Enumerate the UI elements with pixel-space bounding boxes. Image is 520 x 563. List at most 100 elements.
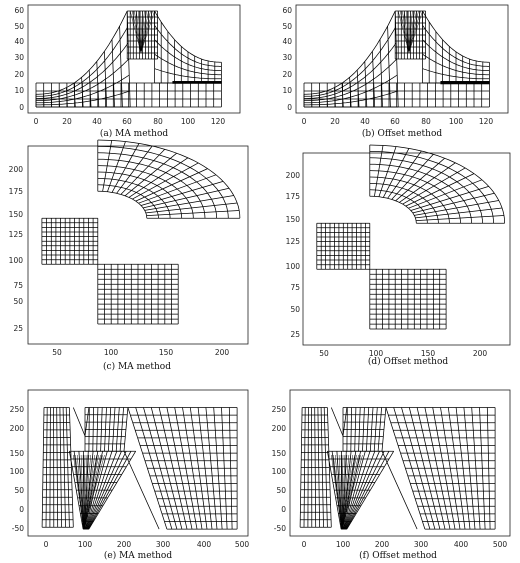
- mesh-line: [143, 187, 230, 209]
- mesh-line: [119, 26, 123, 108]
- panel-b-y-ticks: 0 10 20 30 40 50 60: [282, 6, 292, 112]
- panel-d-x-tick: 150: [421, 349, 436, 358]
- mesh-line: [83, 454, 86, 530]
- panel-d-y-tick: 75: [290, 283, 300, 292]
- mesh-line: [86, 451, 113, 530]
- mesh-line: [345, 451, 380, 530]
- mesh-line: [379, 39, 383, 108]
- mesh-line: [111, 39, 115, 108]
- panel-f-x-tick: 200: [375, 540, 390, 549]
- panel-f-y-ticks: -50 0 50 100 150 200 250: [272, 405, 287, 533]
- mesh-line: [135, 407, 173, 530]
- panel-b-x-tick: 40: [360, 117, 370, 126]
- mesh-line: [86, 451, 108, 530]
- mesh-line: [341, 454, 355, 530]
- panel-e-y-tick: 50: [14, 486, 24, 495]
- mesh-line: [143, 407, 178, 530]
- mesh-line: [416, 215, 505, 221]
- mesh-line: [344, 451, 376, 530]
- mesh-line: [123, 407, 129, 452]
- mesh-line: [408, 407, 441, 530]
- panel-b-y-tick: 0: [287, 103, 292, 112]
- mesh-line: [323, 407, 328, 528]
- panel-e-y-tick: 100: [10, 467, 25, 476]
- panel-c-x-tick: 100: [104, 348, 119, 357]
- panel-b-frame: [295, 4, 509, 114]
- mesh-line: [381, 407, 387, 452]
- mesh-line: [341, 454, 344, 530]
- mesh-line: [338, 454, 343, 530]
- panel-e-x-tick: 200: [117, 540, 132, 549]
- panel-a-y-tick: 10: [14, 86, 24, 95]
- mesh-line: [299, 407, 303, 528]
- mesh-line: [82, 454, 85, 530]
- mesh-line: [128, 157, 189, 198]
- panel-c-y-tick: 150: [9, 210, 24, 219]
- panel-d-y-tick: 150: [286, 215, 301, 224]
- mesh-line: [369, 407, 374, 452]
- mesh-line: [41, 407, 45, 528]
- mesh-line: [455, 407, 471, 530]
- mesh-line: [402, 167, 466, 205]
- panel-f-mesh: [299, 407, 496, 530]
- panel-a-mesh: [35, 10, 222, 108]
- panel-c-mesh: [41, 139, 241, 325]
- panel-b-y-tick: 40: [282, 37, 292, 46]
- panel-a-x-ticks: 0 20 40 60 80 100 120: [34, 117, 226, 126]
- mesh-line: [140, 10, 149, 53]
- panel-f-caption: (f) Offset method: [359, 550, 437, 561]
- mesh-line: [174, 407, 198, 530]
- panel-b-y-tick: 30: [282, 53, 292, 62]
- mesh-line: [408, 10, 413, 53]
- mesh-line: [346, 451, 395, 530]
- mesh-line: [410, 186, 489, 211]
- mesh-line: [228, 407, 233, 530]
- mesh-line: [144, 195, 234, 211]
- panel-a-x-tick: 60: [122, 117, 132, 126]
- mesh-line: [83, 454, 94, 530]
- panel-e-x-tick: 400: [197, 540, 212, 549]
- panel-c-y-tick: 125: [9, 230, 24, 239]
- mesh-line: [62, 407, 66, 528]
- panel-a-x-tick: 0: [34, 117, 39, 126]
- panel-d-y-tick: 200: [286, 171, 301, 180]
- mesh-line: [100, 407, 103, 452]
- panel-e-y-tick: 150: [10, 449, 25, 458]
- panel-c-caption: (c) MA method: [103, 361, 171, 372]
- mesh-line: [327, 407, 332, 528]
- panel-e-y-tick: -50: [12, 524, 24, 533]
- mesh-line: [73, 454, 85, 530]
- panel-e-y-tick: 200: [10, 424, 25, 433]
- mesh-line: [150, 407, 183, 530]
- mesh-line: [102, 140, 113, 192]
- mesh-line: [432, 407, 456, 530]
- mesh-line: [80, 454, 85, 530]
- mesh-line: [140, 10, 147, 53]
- mesh-line: [123, 451, 160, 530]
- mesh-line: [59, 407, 62, 528]
- mesh-line: [132, 162, 199, 200]
- panel-b-x-tick: 120: [479, 117, 494, 126]
- panel-b-y-tick: 20: [282, 70, 292, 79]
- mesh-line: [334, 454, 343, 530]
- mesh-line: [385, 407, 426, 530]
- panel-a-x-tick: 80: [153, 117, 163, 126]
- panel-d-x-ticks: 50 100 150 200: [319, 349, 487, 358]
- panel-d-y-ticks: 25 50 75 100 125 150 175 200: [286, 171, 301, 339]
- mesh-line: [78, 454, 85, 530]
- mesh-line: [354, 407, 357, 452]
- mesh-line: [401, 407, 436, 530]
- mesh-line: [395, 157, 445, 202]
- mesh-line: [134, 10, 142, 53]
- mesh-line: [333, 454, 343, 530]
- mesh-line: [391, 154, 434, 200]
- mesh-line: [83, 454, 103, 530]
- mesh-line: [140, 10, 151, 53]
- mesh-line: [83, 454, 92, 530]
- panel-d-y-tick: 50: [290, 305, 300, 314]
- panel-c-x-ticks: 50 100 150 200: [52, 348, 229, 357]
- panel-a-frame: [27, 4, 241, 114]
- mesh-line: [408, 10, 417, 53]
- panel-e-y-tick: 250: [10, 405, 25, 414]
